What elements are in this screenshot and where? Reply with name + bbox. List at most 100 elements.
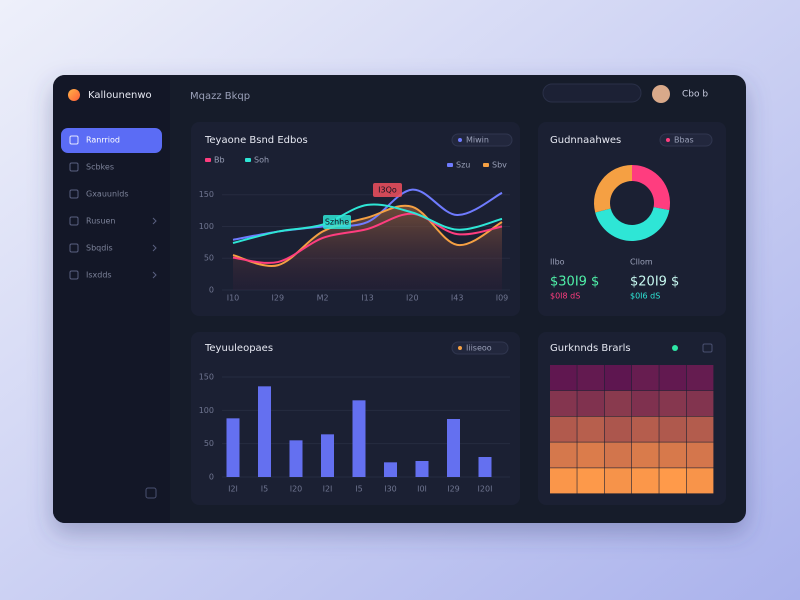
legend-swatch: [205, 158, 211, 162]
x-tick-label: I20: [406, 294, 419, 303]
panel-menu[interactable]: [702, 343, 713, 353]
page-title: Mqazz Bkqp: [190, 91, 250, 102]
heat-cell: [604, 390, 632, 416]
badge-label[interactable]: Miwin: [466, 136, 489, 145]
bar: [447, 419, 460, 477]
heat-cell: [577, 416, 605, 442]
x-tick-label: I2I: [228, 485, 238, 494]
heat-cell: [550, 365, 577, 391]
panel-title: Teyuuleopaes: [204, 343, 273, 354]
donut-segment: [594, 165, 632, 213]
stat-note: $0I6 dS: [630, 292, 660, 301]
sidebar: [53, 75, 170, 523]
y-tick-label: 150: [199, 190, 214, 199]
heat-cell: [686, 390, 714, 416]
y-tick-label: 100: [199, 222, 214, 231]
panel-donut: [538, 122, 726, 316]
heat-cell: [659, 442, 687, 468]
avatar[interactable]: [652, 85, 670, 103]
annotation-box: [373, 183, 402, 197]
x-tick-label: I20: [290, 485, 303, 494]
y-tick-label: 0: [209, 286, 214, 295]
x-tick-label: I5: [355, 485, 362, 494]
bar: [258, 386, 271, 477]
x-tick-label: M2: [317, 294, 329, 303]
heat-cell: [632, 468, 659, 494]
heat-cell: [632, 365, 659, 391]
nav-label[interactable]: Scbkes: [86, 163, 114, 172]
nav-active[interactable]: [61, 128, 162, 153]
badge[interactable]: [451, 133, 513, 147]
heat-cell: [632, 390, 659, 416]
nav-chevron: [152, 217, 157, 225]
nav-label[interactable]: Sbqdis: [86, 244, 113, 253]
nav-label[interactable]: Gxauunlds: [86, 190, 129, 199]
nav-icon: [69, 162, 79, 172]
donut-segment: [595, 207, 670, 241]
heat-cell: [604, 365, 632, 391]
heat-cell: [632, 442, 659, 468]
bar: [289, 440, 303, 477]
y-tick-label: 50: [204, 439, 214, 448]
search-box[interactable]: [542, 83, 642, 103]
annotation-label: I3Qo: [378, 186, 397, 195]
line-series: [232, 204, 503, 267]
stat-label: Cllom: [630, 258, 653, 267]
heat-cell: [659, 468, 687, 494]
nav-label[interactable]: Isxdds: [86, 271, 112, 280]
x-tick-label: I43: [451, 294, 464, 303]
settings-icon[interactable]: [145, 487, 157, 499]
line-series: [232, 203, 503, 244]
heat-cell: [550, 390, 577, 416]
bar: [321, 434, 334, 477]
heat-cell: [659, 390, 687, 416]
y-tick-label: 150: [199, 373, 214, 382]
heat-cell: [686, 468, 714, 494]
badge[interactable]: [659, 133, 713, 147]
bar: [478, 457, 492, 477]
panel-title: Gurknnds Brarls: [550, 343, 631, 354]
heat-cell: [577, 468, 605, 494]
heat-cell: [686, 365, 714, 391]
heat-cell: [550, 442, 577, 468]
heat-cell: [577, 442, 605, 468]
y-tick-label: 0: [209, 473, 214, 482]
legend-label: Sbv: [492, 161, 507, 170]
nav-chevron: [152, 271, 157, 279]
badge-dot: [458, 138, 462, 142]
heat-cell: [604, 468, 632, 494]
bar: [415, 461, 429, 477]
badge-label[interactable]: Iiiseoo: [466, 344, 492, 353]
bar: [226, 418, 240, 477]
x-tick-label: I13: [361, 294, 374, 303]
status-dot: [672, 345, 678, 351]
x-tick-label: I2I: [323, 485, 333, 494]
annotation-box: [323, 215, 351, 229]
bar: [384, 462, 397, 477]
heat-cell: [686, 416, 714, 442]
y-tick-label: 100: [199, 406, 214, 415]
panel-title: Teyaone Bsnd Edbos: [204, 135, 308, 146]
stat-value: $20I9 $: [630, 275, 679, 290]
nav-icon: [69, 189, 79, 199]
badge-label[interactable]: Bbas: [674, 136, 694, 145]
user-name[interactable]: Cbo b: [682, 90, 708, 100]
heat-cell: [550, 468, 577, 494]
nav-icon: [69, 243, 79, 253]
nav-label[interactable]: Rusuen: [86, 217, 116, 226]
legend-swatch: [245, 158, 251, 162]
legend-swatch: [483, 163, 489, 167]
heat-cell: [604, 416, 632, 442]
heat-cell: [604, 442, 632, 468]
heat-cell: [632, 416, 659, 442]
badge[interactable]: [451, 341, 509, 355]
nav-icon: [69, 135, 79, 145]
stat-label: Ilbo: [550, 258, 565, 267]
legend-label: Soh: [254, 156, 269, 165]
nav-label[interactable]: Ranrriod: [86, 136, 120, 145]
x-tick-label: I09: [496, 294, 509, 303]
line-series: [232, 212, 503, 264]
logo: [68, 89, 80, 101]
